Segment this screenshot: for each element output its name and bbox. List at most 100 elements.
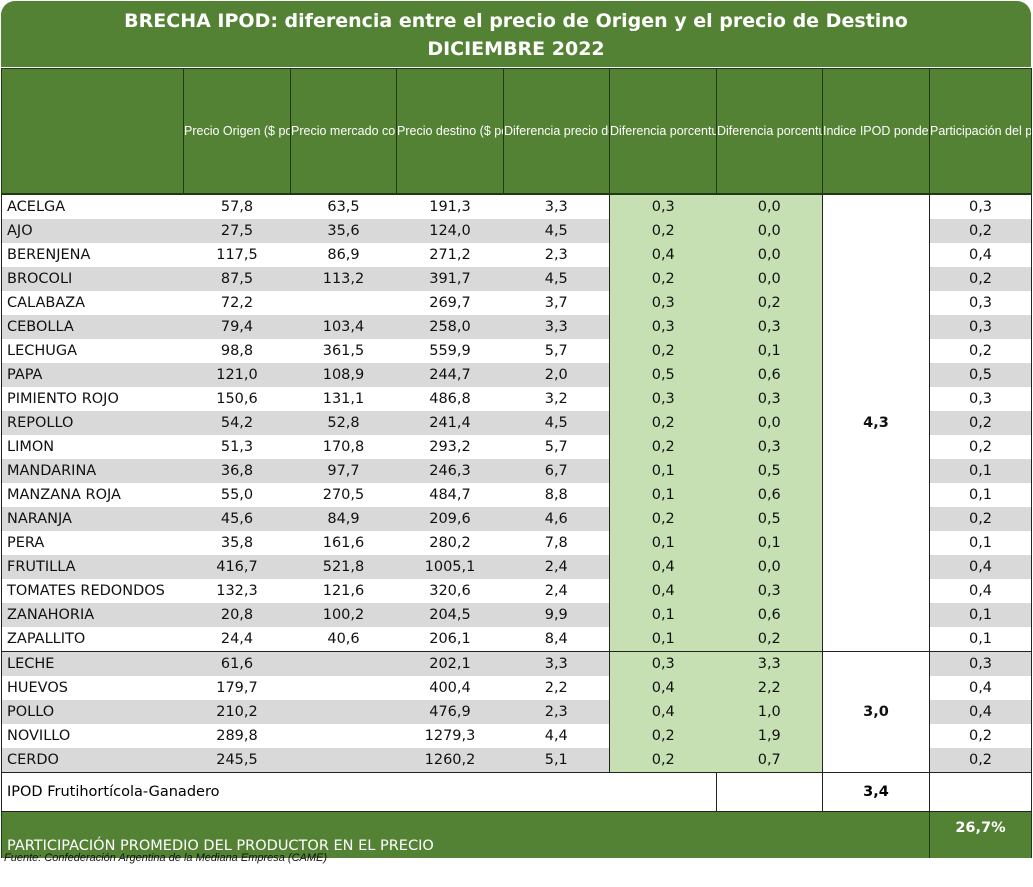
precio-mercado-cell: 121,6 xyxy=(322,583,365,599)
precio-mercado-cell: 52,8 xyxy=(290,411,397,435)
ipod-table: Precio Origen ($ por KG) Precio mercado … xyxy=(1,68,1032,858)
product-name: POLLO xyxy=(1,700,184,724)
participacion-cell: 0,2 xyxy=(929,339,1032,363)
diferencia-ponderada-cell: 0,2 xyxy=(716,627,823,652)
header-precio-mercado: Precio mercado concentrador ($ por KG) xyxy=(290,68,397,195)
ipod-total-empty xyxy=(716,772,823,812)
product-name: ZANAHORIA xyxy=(1,603,184,627)
diferencia-ponderada-cell: 0,5 xyxy=(716,459,823,483)
precio-destino-cell: 206,1 xyxy=(429,631,471,647)
precio-origen-cell: 36,8 xyxy=(183,459,291,483)
precio-destino-cell: 1005,1 xyxy=(396,555,504,579)
precio-destino-cell: 1279,3 xyxy=(424,728,476,744)
diferencia-porcentual-cell: 0,4 xyxy=(609,579,717,603)
diferencia-ponderada-cell: 0,0 xyxy=(716,267,823,291)
product-name: MANZANA ROJA xyxy=(1,483,184,507)
ipod-total-value: 3,4 xyxy=(822,772,930,812)
diferencia-porcentual-cell: 0,2 xyxy=(609,339,717,363)
precio-origen-cell: 79,4 xyxy=(183,315,291,339)
participacion-cell: 0,1 xyxy=(929,459,1032,483)
diferencia-ponderada-cell: 2,2 xyxy=(716,676,823,700)
header-row: Precio Origen ($ por KG) Precio mercado … xyxy=(1,68,1032,195)
product-name: PIMIENTO ROJO xyxy=(1,387,184,411)
diferencia-precio-cell: 3,3 xyxy=(503,651,610,676)
precio-mercado-cell: 161,6 xyxy=(322,535,365,551)
precio-destino-cell: 258,0 xyxy=(396,315,504,339)
table-row: LIMON 51,3 170,8 293,2 5,7 0,2 0,3 0,2 xyxy=(1,435,1032,459)
precio-origen-cell: 35,8 xyxy=(220,535,254,551)
product-name: AJO xyxy=(1,219,184,243)
precio-destino-cell: 271,2 xyxy=(429,247,471,263)
diferencia-porcentual-cell: 0,1 xyxy=(609,603,717,627)
precio-mercado-cell: 103,4 xyxy=(290,315,397,339)
precio-origen-cell: 98,8 xyxy=(220,343,254,359)
diferencia-precio-cell: 2,2 xyxy=(544,680,568,696)
precio-origen-cell: 51,3 xyxy=(220,439,254,455)
diferencia-precio-cell: 2,3 xyxy=(544,247,568,263)
precio-origen-cell: 210,2 xyxy=(183,700,291,724)
diferencia-ponderada-cell: 0,0 xyxy=(716,411,823,435)
precio-mercado-cell xyxy=(290,748,397,773)
table-row: POLLO 210,2 476,9 2,3 0,4 1,0 0,4 xyxy=(1,700,1032,724)
precio-mercado-cell: 170,8 xyxy=(322,439,365,455)
diferencia-ponderada-cell: 0,0 xyxy=(716,219,823,243)
participacion-cell: 0,2 xyxy=(929,267,1032,291)
diferencia-ponderada-cell: 0,1 xyxy=(716,531,823,555)
precio-destino-cell: 320,6 xyxy=(429,583,471,599)
diferencia-precio-cell: 8,8 xyxy=(544,487,568,503)
participacion-cell: 0,4 xyxy=(929,700,1032,724)
diferencia-precio-cell: 8,4 xyxy=(544,631,568,647)
precio-destino-cell: 1260,2 xyxy=(396,748,504,773)
precio-mercado-cell: 113,2 xyxy=(290,267,397,291)
diferencia-precio-cell: 2,4 xyxy=(544,583,568,599)
precio-origen-cell: 245,5 xyxy=(183,748,291,773)
diferencia-porcentual-cell: 0,4 xyxy=(609,700,717,724)
participacion-label: PARTICIPACIÓN PROMEDIO DEL PRODUCTOR EN … xyxy=(1,811,930,858)
diferencia-precio-cell: 5,7 xyxy=(544,439,568,455)
table-row: PERA 35,8 161,6 280,2 7,8 0,1 0,1 0,1 xyxy=(1,531,1032,555)
diferencia-precio-cell: 2,4 xyxy=(503,555,610,579)
table-row: NOVILLO 289,8 1279,3 4,4 0,2 1,9 0,2 xyxy=(1,724,1032,748)
precio-destino-cell: 280,2 xyxy=(429,535,471,551)
diferencia-porcentual-cell: 0,2 xyxy=(609,267,717,291)
header-product xyxy=(1,68,184,195)
precio-origen-cell: 55,0 xyxy=(220,487,254,503)
participacion-cell: 0,4 xyxy=(929,243,1032,267)
diferencia-precio-cell: 7,8 xyxy=(544,535,568,551)
diferencia-ponderada-cell: 0,3 xyxy=(716,579,823,603)
diferencia-ponderada-cell: 0,3 xyxy=(716,435,823,459)
diferencia-precio-cell: 3,3 xyxy=(503,193,610,219)
participacion-value: 26,7% xyxy=(929,811,1032,858)
product-name: PAPA xyxy=(1,363,184,387)
source-note: Fuente: Confederación Argentina de la Me… xyxy=(4,852,328,864)
precio-mercado-cell: 108,9 xyxy=(290,363,397,387)
table-body: ACELGA 57,8 63,5 191,3 3,3 0,3 0,0 4,3 0,3 AJO 27,… xyxy=(1,193,1032,773)
participacion-cell: 0,4 xyxy=(929,555,1032,579)
participacion-cell: 0,2 xyxy=(929,411,1032,435)
diferencia-precio-cell: 5,7 xyxy=(544,343,568,359)
diferencia-porcentual-cell: 0,2 xyxy=(609,411,717,435)
product-name: MANDARINA xyxy=(1,459,184,483)
participacion-cell: 0,3 xyxy=(929,387,1032,411)
precio-origen-cell: 416,7 xyxy=(183,555,291,579)
participacion-cell: 0,1 xyxy=(929,603,1032,627)
participacion-row: PARTICIPACIÓN PROMEDIO DEL PRODUCTOR EN … xyxy=(1,811,1032,858)
precio-destino-cell: 246,3 xyxy=(396,459,504,483)
participacion-cell: 0,2 xyxy=(929,748,1032,773)
precio-destino-cell: 484,7 xyxy=(429,487,471,503)
product-name: CALABAZA xyxy=(1,291,184,315)
diferencia-porcentual-cell: 0,4 xyxy=(609,676,717,700)
diferencia-porcentual-cell: 0,1 xyxy=(609,531,717,555)
product-name: HUEVOS xyxy=(1,676,184,700)
diferencia-ponderada-cell: 0,3 xyxy=(716,315,823,339)
precio-mercado-cell xyxy=(291,676,397,700)
precio-origen-cell: 72,2 xyxy=(220,295,254,311)
table-row: PAPA 121,0 108,9 244,7 2,0 0,5 0,6 0,5 xyxy=(1,363,1032,387)
header-diferencia-ponderada: Diferencia porcentual destino/origen (PO… xyxy=(716,68,823,195)
diferencia-porcentual-cell: 0,4 xyxy=(609,555,717,579)
product-name: FRUTILLA xyxy=(1,555,184,579)
precio-origen-cell: 179,7 xyxy=(216,680,258,696)
product-name: NOVILLO xyxy=(1,724,184,748)
precio-mercado-cell: 100,2 xyxy=(290,603,397,627)
table-row: MANDARINA 36,8 97,7 246,3 6,7 0,1 0,5 0,1 xyxy=(1,459,1032,483)
